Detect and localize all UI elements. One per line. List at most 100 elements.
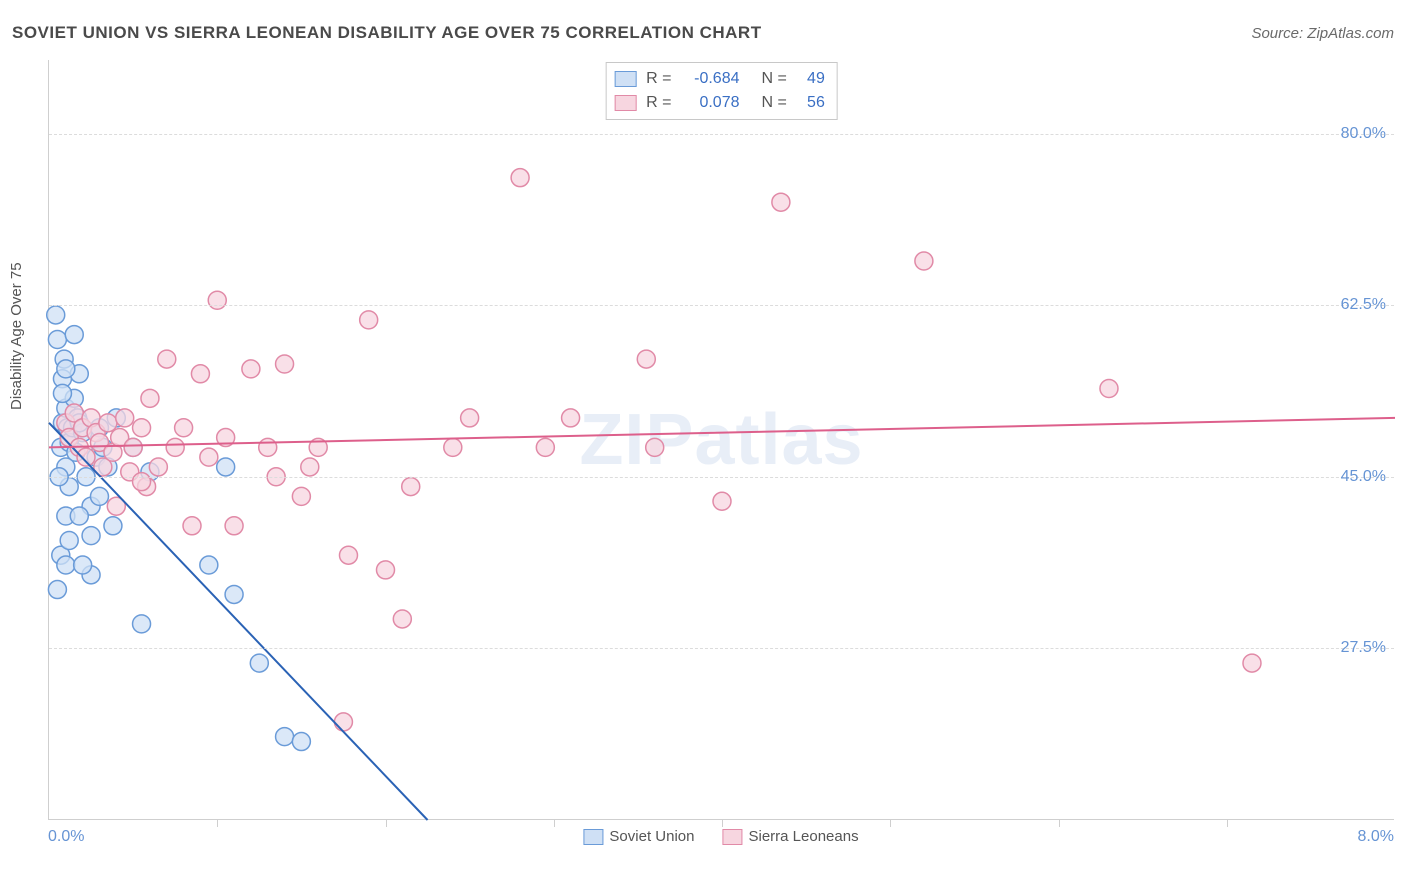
y-axis-label: Disability Age Over 75 — [8, 262, 25, 410]
scatter-point — [124, 438, 142, 456]
scatter-point — [393, 610, 411, 628]
stats-n-label: N = — [762, 91, 787, 115]
scatter-point — [53, 384, 71, 402]
stats-r-value: 0.078 — [682, 91, 740, 115]
scatter-point — [48, 581, 66, 599]
scatter-svg — [49, 60, 1395, 820]
scatter-point — [57, 556, 75, 574]
y-tick-label: 80.0% — [1341, 125, 1386, 143]
x-tick — [217, 819, 218, 827]
stats-n-label: N = — [762, 67, 787, 91]
scatter-point — [772, 193, 790, 211]
stats-legend: R = -0.684 N = 49R = 0.078 N = 56 — [605, 62, 838, 120]
scatter-point — [276, 355, 294, 373]
trend-line — [49, 423, 428, 820]
scatter-point — [90, 487, 108, 505]
scatter-point — [250, 654, 268, 672]
scatter-point — [292, 733, 310, 751]
scatter-point — [444, 438, 462, 456]
scatter-point — [116, 409, 134, 427]
scatter-point — [225, 585, 243, 603]
scatter-point — [166, 438, 184, 456]
scatter-plot: ZIPatlas R =-0.684N =49R =0.078N =56 27.… — [48, 60, 1394, 820]
scatter-point — [158, 350, 176, 368]
gridline — [49, 305, 1394, 306]
chart-title: SOVIET UNION VS SIERRA LEONEAN DISABILIT… — [12, 23, 762, 43]
scatter-point — [511, 169, 529, 187]
x-axis-labels: 0.0% 8.0% Soviet Union Sierra Leoneans — [48, 828, 1394, 858]
scatter-point — [1243, 654, 1261, 672]
x-tick — [722, 819, 723, 827]
x-tick — [1227, 819, 1228, 827]
scatter-point — [133, 615, 151, 633]
x-tick — [890, 819, 891, 827]
scatter-point — [65, 326, 83, 344]
scatter-point — [200, 448, 218, 466]
scatter-point — [200, 556, 218, 574]
scatter-point — [217, 458, 235, 476]
scatter-point — [208, 291, 226, 309]
scatter-point — [133, 473, 151, 491]
y-tick-label: 27.5% — [1341, 639, 1386, 657]
scatter-point — [225, 517, 243, 535]
legend-label: Sierra Leoneans — [748, 828, 858, 845]
x-axis-max-label: 8.0% — [1358, 828, 1394, 846]
scatter-point — [175, 419, 193, 437]
scatter-point — [60, 532, 78, 550]
scatter-point — [82, 527, 100, 545]
scatter-point — [536, 438, 554, 456]
stats-r-label: R = — [646, 67, 671, 91]
chart-source: Source: ZipAtlas.com — [1251, 25, 1394, 42]
x-tick — [386, 819, 387, 827]
scatter-point — [637, 350, 655, 368]
scatter-point — [133, 419, 151, 437]
trend-line — [49, 418, 1395, 447]
gridline — [49, 134, 1394, 135]
legend-label: Soviet Union — [609, 828, 694, 845]
legend-swatch — [614, 71, 636, 87]
scatter-point — [70, 507, 88, 525]
scatter-point — [48, 330, 66, 348]
gridline — [49, 648, 1394, 649]
x-axis-min-label: 0.0% — [48, 828, 84, 846]
stats-r-value: -0.684 — [682, 67, 740, 91]
scatter-point — [377, 561, 395, 579]
legend-swatch — [722, 829, 742, 845]
chart-header: SOVIET UNION VS SIERRA LEONEAN DISABILIT… — [12, 18, 1394, 48]
legend-item: Sierra Leoneans — [722, 828, 858, 845]
scatter-point — [141, 389, 159, 407]
scatter-point — [402, 478, 420, 496]
stats-n-value: 49 — [797, 67, 825, 91]
scatter-point — [334, 713, 352, 731]
scatter-point — [713, 492, 731, 510]
legend-swatch — [583, 829, 603, 845]
scatter-point — [74, 556, 92, 574]
scatter-point — [191, 365, 209, 383]
scatter-point — [47, 306, 65, 324]
scatter-point — [183, 517, 201, 535]
x-tick — [1059, 819, 1060, 827]
y-tick-label: 45.0% — [1341, 468, 1386, 486]
stats-legend-row: R = -0.684 N = 49 — [614, 67, 825, 91]
scatter-point — [276, 728, 294, 746]
x-tick — [554, 819, 555, 827]
legend-swatch — [614, 95, 636, 111]
scatter-point — [646, 438, 664, 456]
stats-legend-row: R =0.078N =56 — [614, 91, 825, 115]
scatter-point — [99, 414, 117, 432]
scatter-point — [259, 438, 277, 456]
scatter-point — [1100, 380, 1118, 398]
scatter-point — [915, 252, 933, 270]
y-tick-label: 62.5% — [1341, 296, 1386, 314]
scatter-point — [562, 409, 580, 427]
scatter-point — [292, 487, 310, 505]
legend-item: Soviet Union — [583, 828, 694, 845]
scatter-point — [77, 448, 95, 466]
stats-n-value: 56 — [797, 91, 825, 115]
scatter-point — [360, 311, 378, 329]
bottom-legend: Soviet Union Sierra Leoneans — [583, 828, 858, 845]
scatter-point — [149, 458, 167, 476]
gridline — [49, 477, 1394, 478]
scatter-point — [242, 360, 260, 378]
scatter-point — [339, 546, 357, 564]
